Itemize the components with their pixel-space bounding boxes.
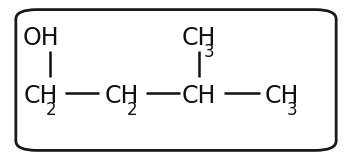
Text: CH: CH [182, 84, 216, 108]
Text: 2: 2 [46, 101, 56, 119]
Text: CH: CH [23, 84, 58, 108]
Text: OH: OH [22, 26, 59, 50]
FancyBboxPatch shape [16, 10, 336, 150]
Text: 3: 3 [287, 101, 297, 119]
Text: 2: 2 [127, 101, 137, 119]
Text: 3: 3 [204, 43, 215, 61]
Text: CH: CH [264, 84, 299, 108]
Text: CH: CH [104, 84, 139, 108]
Text: CH: CH [182, 26, 216, 50]
